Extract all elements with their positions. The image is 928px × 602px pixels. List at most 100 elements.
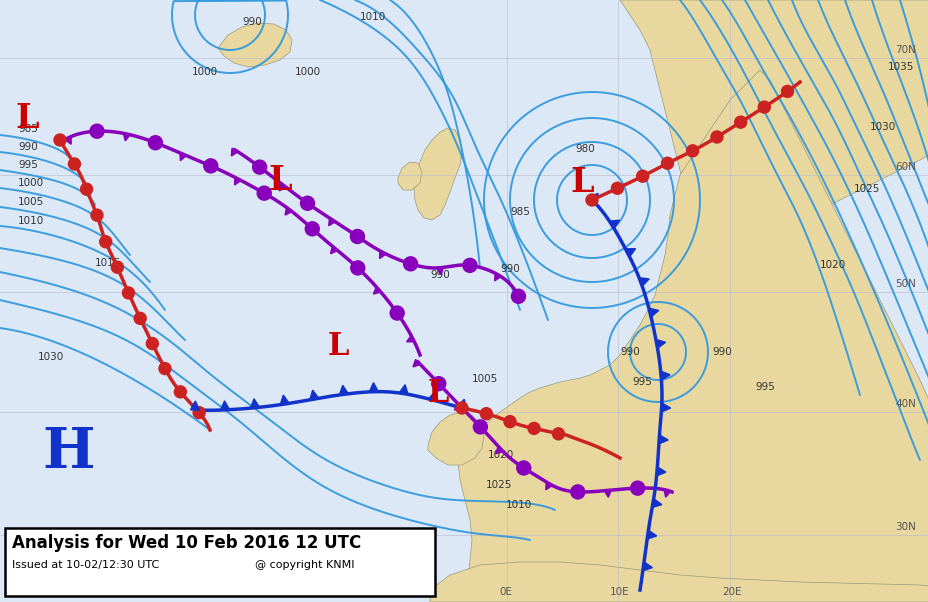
Circle shape bbox=[159, 362, 171, 374]
Polygon shape bbox=[279, 183, 286, 191]
Polygon shape bbox=[428, 412, 483, 465]
Polygon shape bbox=[619, 0, 928, 290]
Polygon shape bbox=[430, 562, 928, 602]
Text: 1025: 1025 bbox=[485, 480, 512, 490]
Text: 995: 995 bbox=[754, 382, 774, 392]
Circle shape bbox=[99, 236, 111, 248]
Polygon shape bbox=[454, 403, 461, 410]
Text: L: L bbox=[15, 102, 39, 135]
Text: Analysis for Wed 10 Feb 2016 12 UTC: Analysis for Wed 10 Feb 2016 12 UTC bbox=[12, 534, 361, 552]
Circle shape bbox=[91, 209, 103, 221]
Text: 10E: 10E bbox=[610, 587, 629, 597]
Polygon shape bbox=[285, 207, 291, 215]
Circle shape bbox=[734, 116, 746, 128]
Polygon shape bbox=[642, 562, 651, 571]
Text: L: L bbox=[570, 166, 593, 199]
Polygon shape bbox=[638, 278, 649, 286]
Polygon shape bbox=[664, 489, 670, 497]
Text: L: L bbox=[428, 378, 449, 409]
Polygon shape bbox=[495, 447, 503, 454]
Circle shape bbox=[570, 485, 584, 499]
FancyBboxPatch shape bbox=[5, 528, 434, 596]
Circle shape bbox=[252, 160, 266, 174]
Polygon shape bbox=[231, 148, 238, 156]
Circle shape bbox=[305, 222, 319, 236]
Circle shape bbox=[203, 159, 217, 173]
Polygon shape bbox=[494, 273, 501, 281]
Text: L: L bbox=[328, 331, 349, 362]
Circle shape bbox=[636, 170, 648, 182]
Polygon shape bbox=[651, 498, 661, 507]
Text: 1020: 1020 bbox=[819, 260, 845, 270]
Polygon shape bbox=[588, 193, 598, 203]
Polygon shape bbox=[339, 385, 348, 395]
Circle shape bbox=[586, 194, 598, 206]
Text: 1000: 1000 bbox=[295, 67, 321, 77]
Circle shape bbox=[611, 182, 623, 194]
Circle shape bbox=[473, 420, 487, 434]
Polygon shape bbox=[65, 137, 71, 144]
Polygon shape bbox=[603, 490, 611, 497]
Text: 1025: 1025 bbox=[853, 184, 880, 194]
Polygon shape bbox=[280, 395, 289, 405]
Circle shape bbox=[757, 101, 769, 113]
Polygon shape bbox=[373, 287, 380, 294]
Circle shape bbox=[432, 377, 445, 391]
Circle shape bbox=[134, 312, 146, 324]
Polygon shape bbox=[397, 162, 421, 190]
Circle shape bbox=[661, 157, 673, 169]
Polygon shape bbox=[436, 267, 443, 275]
Polygon shape bbox=[330, 246, 338, 254]
Text: 1010: 1010 bbox=[506, 500, 532, 510]
Circle shape bbox=[456, 402, 468, 414]
Circle shape bbox=[111, 261, 123, 273]
Text: Issued at 10-02/12:30 UTC: Issued at 10-02/12:30 UTC bbox=[12, 560, 159, 570]
Circle shape bbox=[480, 408, 492, 420]
Text: 990: 990 bbox=[619, 347, 639, 357]
Polygon shape bbox=[661, 403, 670, 412]
Polygon shape bbox=[329, 218, 335, 226]
Text: 990: 990 bbox=[499, 264, 519, 274]
Polygon shape bbox=[309, 390, 318, 400]
Circle shape bbox=[257, 186, 271, 200]
Polygon shape bbox=[660, 371, 669, 380]
Text: 985: 985 bbox=[509, 207, 529, 217]
Circle shape bbox=[54, 134, 66, 146]
Text: 980: 980 bbox=[574, 144, 594, 154]
Polygon shape bbox=[413, 359, 420, 367]
Text: H: H bbox=[42, 425, 95, 480]
Polygon shape bbox=[546, 482, 552, 490]
Polygon shape bbox=[180, 153, 187, 161]
Circle shape bbox=[552, 428, 564, 440]
Circle shape bbox=[81, 183, 93, 195]
Text: 1005: 1005 bbox=[471, 374, 497, 384]
Text: 985: 985 bbox=[18, 124, 38, 134]
Text: 20E: 20E bbox=[721, 587, 741, 597]
Text: 1015: 1015 bbox=[95, 258, 122, 268]
Polygon shape bbox=[648, 308, 658, 317]
Circle shape bbox=[148, 135, 162, 150]
Polygon shape bbox=[647, 530, 656, 539]
Circle shape bbox=[174, 386, 187, 398]
Text: 30N: 30N bbox=[894, 522, 915, 532]
Text: 995: 995 bbox=[18, 160, 38, 170]
Polygon shape bbox=[368, 383, 378, 392]
Text: 990: 990 bbox=[241, 17, 262, 27]
Text: 70N: 70N bbox=[894, 45, 915, 55]
Text: 0E: 0E bbox=[498, 587, 511, 597]
Circle shape bbox=[390, 306, 404, 320]
Polygon shape bbox=[399, 385, 407, 394]
Circle shape bbox=[351, 261, 365, 275]
Polygon shape bbox=[658, 435, 667, 444]
Circle shape bbox=[686, 145, 698, 157]
Circle shape bbox=[527, 423, 539, 435]
Text: 1000: 1000 bbox=[192, 67, 218, 77]
Text: L: L bbox=[267, 164, 291, 197]
Text: 40N: 40N bbox=[894, 399, 915, 409]
Circle shape bbox=[300, 196, 315, 210]
Text: 1010: 1010 bbox=[18, 216, 45, 226]
Text: 1020: 1020 bbox=[487, 450, 514, 460]
Text: 1005: 1005 bbox=[18, 197, 45, 207]
Circle shape bbox=[516, 461, 530, 475]
Polygon shape bbox=[458, 70, 928, 602]
